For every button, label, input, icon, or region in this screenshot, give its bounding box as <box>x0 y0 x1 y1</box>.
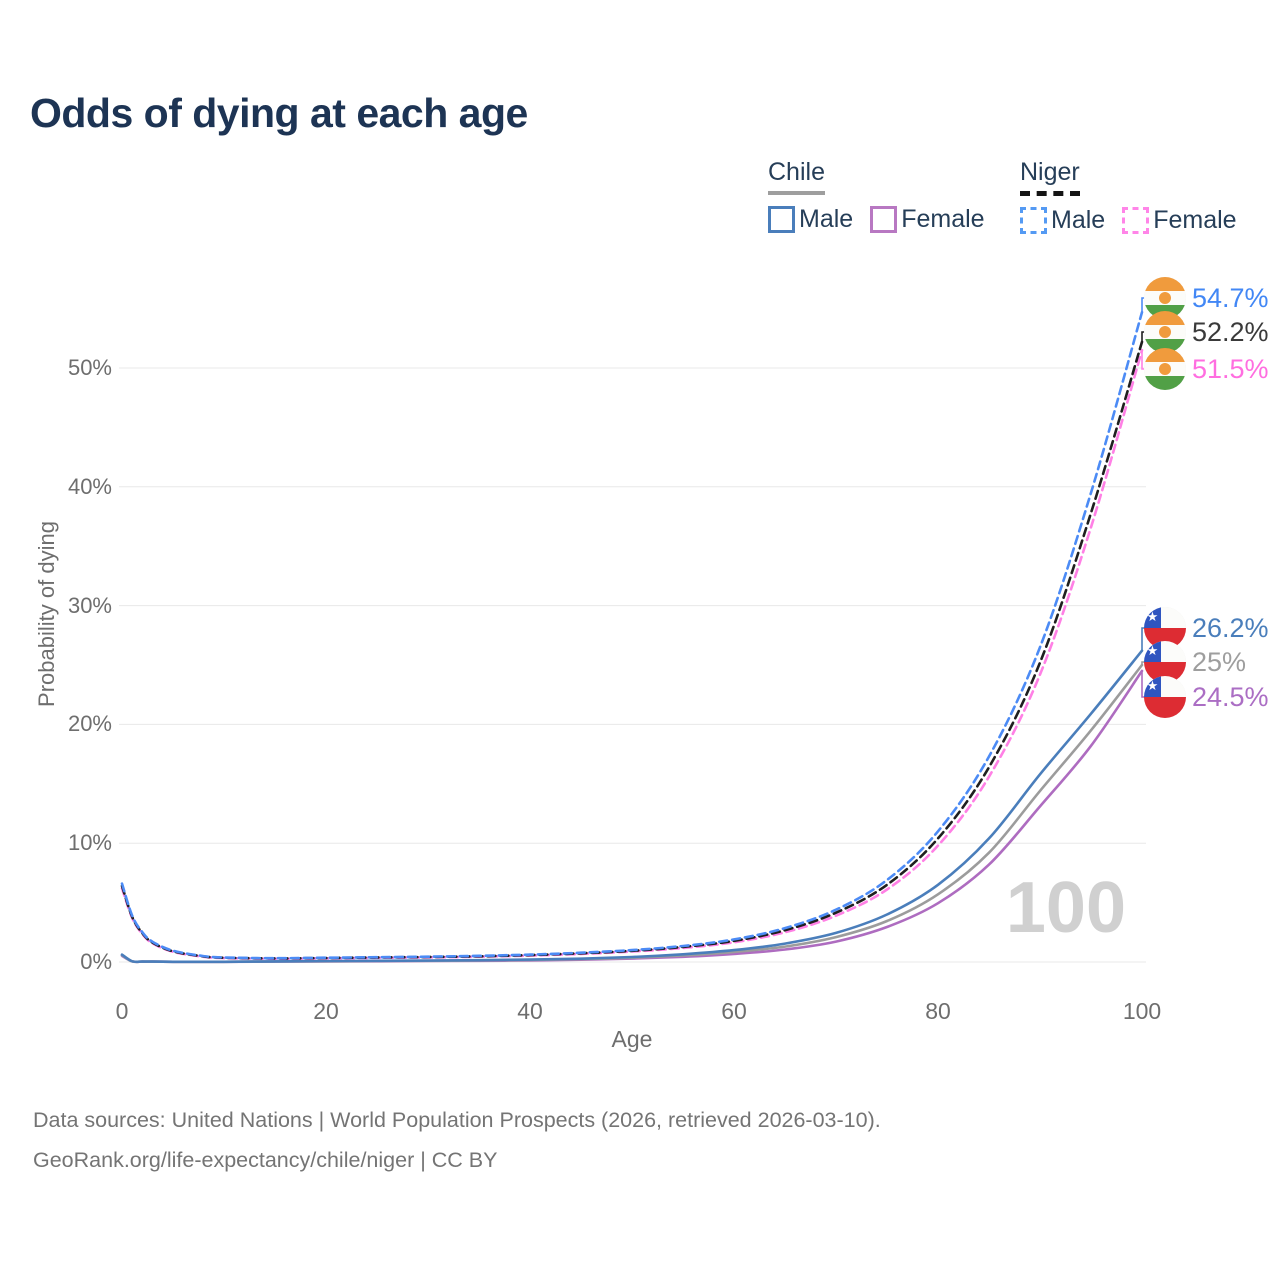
x-tick-label: 40 <box>517 998 543 1024</box>
end-label-chile-female: ★ 24.5% <box>1144 676 1269 718</box>
x-axis-title: Age <box>611 1026 653 1052</box>
x-tick-label: 100 <box>1122 998 1162 1024</box>
footer-data-sources: Data sources: United Nations | World Pop… <box>33 1108 881 1132</box>
y-tick-label: 40% <box>67 473 112 499</box>
end-label-niger-both-sexes: 52.2% <box>1144 311 1269 353</box>
end-label-value: 54.7% <box>1192 282 1269 313</box>
end-label-value: 52.2% <box>1192 316 1269 347</box>
legend-group-chile: Chile Male Female <box>768 158 1002 234</box>
x-tick-label: 80 <box>925 998 951 1024</box>
x-tick-label: 0 <box>115 998 129 1024</box>
y-tick-label: 20% <box>67 711 112 737</box>
niger-male-swatch-icon <box>1020 207 1047 234</box>
legend-item-chile-female[interactable]: Female <box>870 205 985 234</box>
y-tick-label: 10% <box>67 830 112 856</box>
footer-attribution: GeoRank.org/life-expectancy/chile/niger … <box>33 1148 498 1172</box>
y-tick-label: 50% <box>67 355 112 380</box>
series-line-chile-male[interactable] <box>120 649 1144 964</box>
legend-country-chile[interactable]: Chile <box>768 158 825 195</box>
age-cursor-watermark: 100 <box>1005 868 1126 948</box>
chile-male-swatch-icon <box>768 206 795 233</box>
chile-female-swatch-icon <box>870 206 898 233</box>
legend-item-chile-male[interactable]: Male <box>768 205 853 234</box>
y-tick-label: 0% <box>80 949 112 974</box>
niger-flag-icon <box>1144 348 1186 390</box>
legend-item-label: Male <box>799 205 854 233</box>
end-label-value: 24.5% <box>1192 681 1269 712</box>
page-title: Odds of dying at each age <box>30 90 528 136</box>
end-label-value: 51.5% <box>1192 353 1269 384</box>
gridlines <box>119 367 1146 963</box>
x-tick-label: 60 <box>721 998 747 1024</box>
legend-group-niger: Niger Male Female <box>1020 158 1254 235</box>
legend-item-label: Male <box>1051 206 1106 234</box>
niger-flag-icon <box>1144 311 1186 353</box>
series-line-niger-female[interactable] <box>120 348 1144 961</box>
end-label-value: 25% <box>1192 646 1247 677</box>
series-lines <box>120 310 1144 964</box>
legend-item-label: Female <box>901 205 985 233</box>
x-tick-label: 20 <box>313 998 339 1024</box>
niger-female-swatch-icon <box>1122 207 1150 234</box>
series-line-chile-female[interactable] <box>120 669 1144 964</box>
end-label-value: 26.2% <box>1192 612 1269 643</box>
series-line-niger-male[interactable] <box>120 310 1144 960</box>
end-label-niger-female: 51.5% <box>1144 348 1269 390</box>
legend-item-label: Female <box>1153 206 1237 234</box>
legend-item-niger-male[interactable]: Male <box>1020 206 1105 235</box>
y-tick-label: 30% <box>67 592 112 618</box>
series-line-chile-both-sexes[interactable] <box>120 663 1144 964</box>
chile-flag-icon: ★ <box>1144 676 1186 718</box>
legend-country-niger[interactable]: Niger <box>1020 158 1080 196</box>
legend-item-niger-female[interactable]: Female <box>1122 206 1237 235</box>
